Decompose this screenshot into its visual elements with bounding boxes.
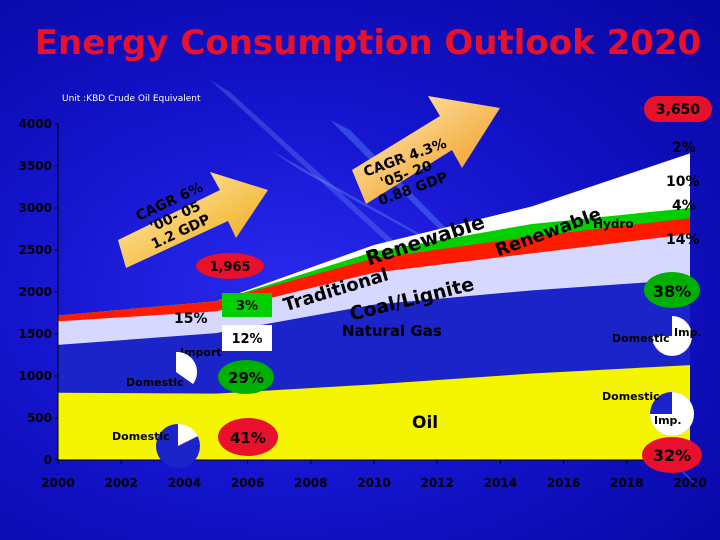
x-tick-label: 2002 — [104, 476, 137, 490]
label-domestic-c: Domestic — [612, 332, 670, 345]
share-2005-gas: 12% — [222, 325, 272, 351]
share-2005-red: 15% — [174, 311, 208, 327]
y-tick-label: 1000 — [19, 369, 52, 383]
y-tick-label: 3000 — [19, 201, 52, 215]
share-2020-14: 14% — [666, 232, 700, 248]
x-tick-label: 2014 — [484, 476, 517, 490]
total-2005-callout: 1,965 — [196, 253, 264, 279]
svg-text:32%: 32% — [653, 446, 691, 465]
svg-text:3,650: 3,650 — [656, 102, 701, 118]
x-tick-label: 2012 — [420, 476, 453, 490]
x-tick-label: 2006 — [231, 476, 264, 490]
share-2020-ren: 10% — [666, 174, 700, 190]
share-2020-hydro: 2% — [672, 140, 696, 156]
y-tick-label: 500 — [27, 411, 52, 425]
svg-text:3%: 3% — [236, 299, 258, 314]
stacked-areas — [58, 153, 690, 460]
share-2005-oil: 41% — [218, 418, 278, 456]
x-tick-label: 2016 — [547, 476, 580, 490]
x-tick-label: 2000 — [41, 476, 74, 490]
label-domestic-b: Domestic — [112, 430, 170, 443]
chart-title: Energy Consumption Outlook 2020 — [35, 23, 701, 63]
label-gas: Natural Gas — [342, 322, 442, 340]
axes: 0 500 1000 1500 2000 2500 3000 3500 4000 2000 2002… — [19, 117, 707, 490]
x-tick-label: 2008 — [294, 476, 327, 490]
svg-text:41%: 41% — [230, 429, 266, 447]
label-domestic-a: Domestic — [126, 376, 184, 389]
y-tick-label: 1500 — [19, 327, 52, 341]
y-tick-label: 2500 — [19, 243, 52, 257]
x-tick-label: 2020 — [673, 476, 706, 490]
label-import: Import — [180, 346, 222, 359]
share-2020-coal: 38% — [644, 272, 700, 308]
share-2005-coal: 29% — [218, 360, 274, 394]
x-tick-label: 2004 — [168, 476, 201, 490]
share-2005-small: 3% — [222, 293, 272, 317]
svg-text:12%: 12% — [231, 332, 262, 347]
share-2020-trad: 4% — [672, 198, 696, 214]
label-imp-d: Imp. — [654, 414, 682, 427]
x-tick-label: 2010 — [357, 476, 390, 490]
share-2020-oil: 32% — [642, 437, 702, 473]
label-domestic-d: Domestic — [602, 390, 660, 403]
svg-text:38%: 38% — [653, 282, 691, 301]
pie-2005-gas — [156, 351, 198, 392]
label-oil: Oil — [412, 413, 438, 433]
cagr-arrow-late — [352, 96, 500, 204]
cagr-arrow-early — [118, 172, 268, 268]
pie-2005-oil — [156, 423, 200, 468]
pie-2020-oil — [650, 392, 694, 436]
y-tick-label: 4000 — [19, 117, 52, 131]
y-tick-label: 3500 — [19, 159, 52, 173]
label-hydro: Hydro — [593, 217, 634, 231]
area-oil — [58, 365, 690, 460]
svg-text:29%: 29% — [228, 369, 264, 387]
y-tick-label: 2000 — [19, 285, 52, 299]
y-tick-label: 0 — [44, 453, 52, 467]
label-imp-c: Imp. — [674, 326, 702, 339]
unit-note: Unit :KBD Crude Oil Equivalent — [62, 94, 201, 104]
total-2020-callout: 3,650 — [644, 96, 712, 122]
x-tick-label: 2018 — [610, 476, 643, 490]
pie-2020-gas — [652, 316, 692, 356]
svg-text:1,965: 1,965 — [209, 260, 250, 275]
